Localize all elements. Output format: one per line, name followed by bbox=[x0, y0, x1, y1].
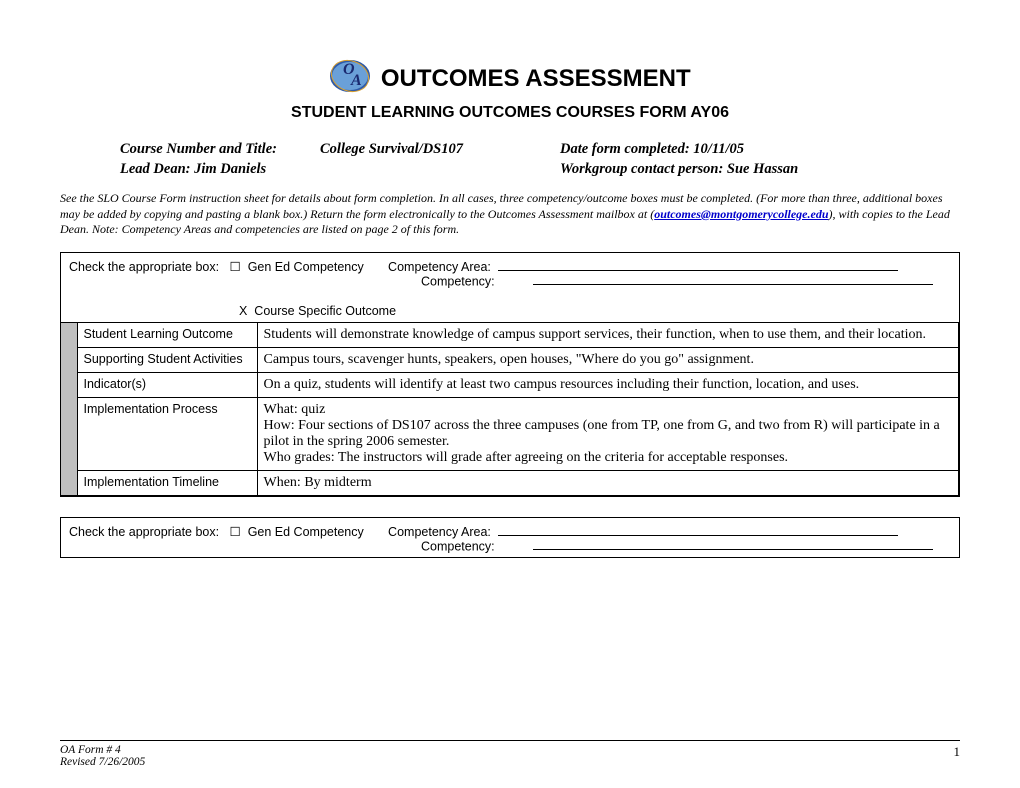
gen-ed-checkbox[interactable]: ☐ bbox=[230, 525, 241, 539]
competency-box-2: Check the appropriate box: ☐ Gen Ed Comp… bbox=[60, 517, 960, 558]
row-value: Students will demonstrate knowledge of c… bbox=[257, 323, 959, 348]
competency-area-field[interactable] bbox=[498, 260, 898, 271]
row-label: Implementation Process bbox=[77, 398, 257, 471]
lead-dean-value: Jim Daniels bbox=[194, 161, 266, 177]
check-box-label: Check the appropriate box: bbox=[69, 260, 219, 274]
competency-label: Competency: bbox=[421, 539, 495, 553]
lead-dean-label: Lead Dean: bbox=[120, 161, 190, 177]
competency-box-1: Check the appropriate box: ☐ Gen Ed Comp… bbox=[60, 252, 960, 497]
course-number-value: College Survival/DS107 bbox=[320, 140, 560, 160]
competency-field[interactable] bbox=[533, 539, 933, 550]
table-side-bar bbox=[61, 323, 77, 496]
instructions-text: See the SLO Course Form instruction shee… bbox=[60, 191, 960, 238]
svg-text:A: A bbox=[350, 72, 362, 89]
table-row: Implementation Timeline When: By midterm bbox=[61, 471, 959, 496]
page-footer: OA Form # 4 Revised 7/26/2005 1 bbox=[60, 740, 960, 768]
competency-field[interactable] bbox=[533, 274, 933, 285]
competency-area-label: Competency Area: bbox=[388, 260, 491, 274]
gen-ed-checkbox[interactable]: ☐ bbox=[230, 260, 241, 274]
row-label: Implementation Timeline bbox=[77, 471, 257, 496]
date-completed-label: Date form completed: bbox=[560, 141, 690, 157]
row-label: Supporting Student Activities bbox=[77, 348, 257, 373]
table-row: Supporting Student Activities Campus tou… bbox=[61, 348, 959, 373]
course-specific-checkbox[interactable]: X bbox=[239, 304, 247, 318]
row-label: Student Learning Outcome bbox=[77, 323, 257, 348]
row-value: Campus tours, scavenger hunts, speakers,… bbox=[257, 348, 959, 373]
document-header: O A OUTCOMES ASSESSMENT STUDENT LEARNING… bbox=[60, 55, 960, 122]
row-value: When: By midterm bbox=[257, 471, 959, 496]
competency-label: Competency: bbox=[421, 274, 495, 288]
form-number: OA Form # 4 bbox=[60, 744, 145, 756]
contact-label: Workgroup contact person: bbox=[560, 161, 723, 177]
row-label: Indicator(s) bbox=[77, 373, 257, 398]
contact-value: Sue Hassan bbox=[727, 161, 798, 177]
oa-logo-icon: O A bbox=[329, 55, 371, 102]
check-box-label: Check the appropriate box: bbox=[69, 525, 219, 539]
course-meta: Course Number and Title: College Surviva… bbox=[120, 140, 960, 179]
gen-ed-label: Gen Ed Competency bbox=[248, 525, 364, 539]
date-completed-value: 10/11/05 bbox=[693, 141, 744, 157]
table-row: Indicator(s) On a quiz, students will id… bbox=[61, 373, 959, 398]
row-value: What: quiz How: Four sections of DS107 a… bbox=[257, 398, 959, 471]
page-title: OUTCOMES ASSESSMENT bbox=[381, 65, 691, 93]
table-row: Student Learning Outcome Students will d… bbox=[61, 323, 959, 348]
revised-date: Revised 7/26/2005 bbox=[60, 756, 145, 768]
outcome-table: Student Learning Outcome Students will d… bbox=[61, 322, 959, 496]
row-value: On a quiz, students will identify at lea… bbox=[257, 373, 959, 398]
table-row: Implementation Process What: quiz How: F… bbox=[61, 398, 959, 471]
competency-area-field[interactable] bbox=[498, 525, 898, 536]
page-subtitle: STUDENT LEARNING OUTCOMES COURSES FORM A… bbox=[60, 104, 960, 122]
gen-ed-label: Gen Ed Competency bbox=[248, 260, 364, 274]
course-specific-label: Course Specific Outcome bbox=[254, 304, 396, 318]
course-number-label: Course Number and Title: bbox=[120, 140, 320, 160]
outcomes-email-link[interactable]: outcomes@montgomerycollege.edu bbox=[654, 207, 828, 221]
competency-area-label: Competency Area: bbox=[388, 525, 491, 539]
page-number: 1 bbox=[954, 744, 961, 768]
